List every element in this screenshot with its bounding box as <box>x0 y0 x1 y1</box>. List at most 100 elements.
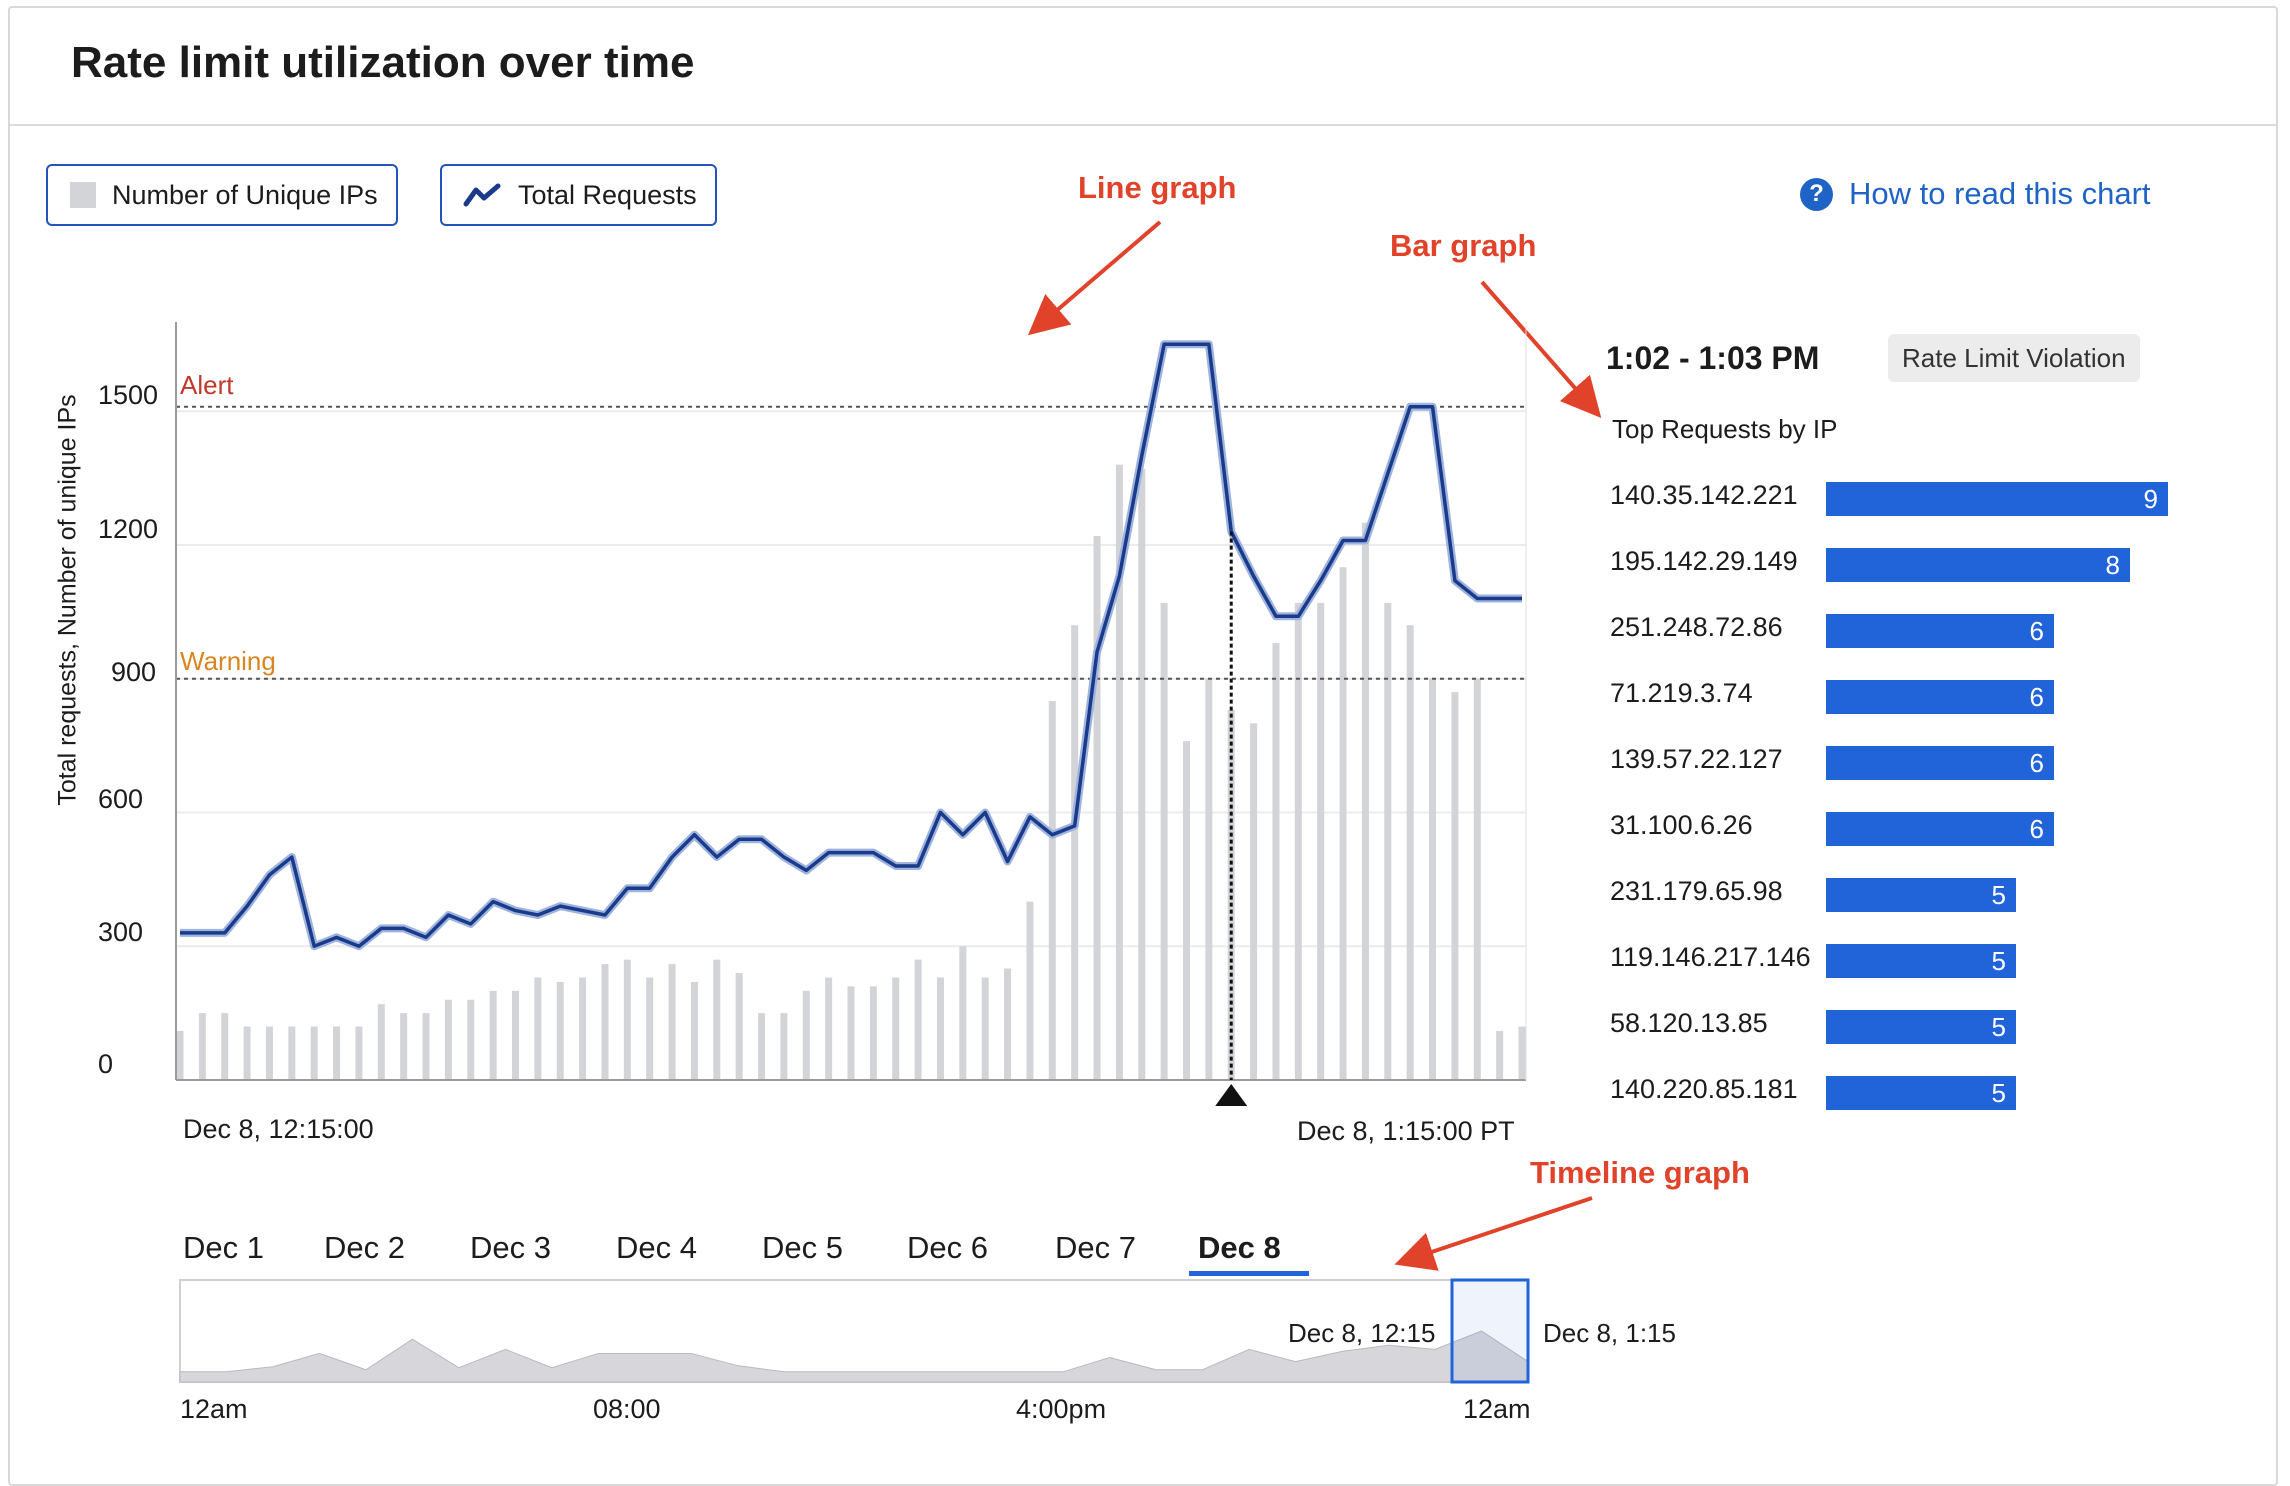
unique-ips-bar <box>713 960 720 1080</box>
ip-address-label: 251.248.72.86 <box>1610 612 1783 643</box>
unique-ips-bar <box>445 1000 452 1080</box>
unique-ips-bar <box>177 1031 184 1080</box>
unique-ips-bar <box>1183 741 1190 1080</box>
alert-threshold-label: Alert <box>180 370 233 401</box>
ip-address-label: 31.100.6.26 <box>1610 810 1753 841</box>
unique-ips-bar <box>1071 625 1078 1080</box>
ip-request-count-bar: 6 <box>1826 746 2054 780</box>
y-tick-label: 0 <box>98 1049 113 1080</box>
day-tab[interactable]: Dec 6 <box>907 1230 988 1266</box>
unique-ips-bar <box>423 1013 430 1080</box>
unique-ips-bar <box>624 960 631 1080</box>
ip-address-label: 195.142.29.149 <box>1610 546 1798 577</box>
ip-address-label: 119.146.217.146 <box>1610 942 1811 973</box>
unique-ips-bar <box>1295 603 1302 1080</box>
rate-limit-violation-badge: Rate Limit Violation <box>1888 334 2140 382</box>
warning-threshold-label: Warning <box>180 646 276 677</box>
unique-ips-bar <box>311 1026 318 1080</box>
unique-ips-bar <box>1496 1031 1503 1080</box>
timeline-selection-end-label: Dec 8, 1:15 <box>1543 1318 1676 1349</box>
day-tab[interactable]: Dec 8 <box>1198 1230 1281 1266</box>
unique-ips-bar <box>400 1013 407 1080</box>
unique-ips-bar <box>803 991 810 1080</box>
unique-ips-bar <box>825 977 832 1080</box>
unique-ips-bar <box>1317 603 1324 1080</box>
unique-ips-bar <box>1429 679 1436 1080</box>
unique-ips-bar <box>266 1026 273 1080</box>
bar-graph-arrow <box>1482 282 1596 412</box>
unique-ips-bar <box>1205 679 1212 1080</box>
timeline-x-label: 12am <box>1463 1394 1531 1425</box>
unique-ips-bar <box>1138 469 1145 1080</box>
unique-ips-bar <box>1026 902 1033 1080</box>
unique-ips-bar <box>892 977 899 1080</box>
timeline-selection-start-label: Dec 8, 12:15 <box>1288 1318 1435 1349</box>
unique-ips-bar <box>1161 603 1168 1080</box>
ip-request-count-bar: 5 <box>1826 878 2016 912</box>
x-end-label: Dec 8, 1:15:00 PT <box>1297 1116 1515 1147</box>
ip-address-label: 140.220.85.181 <box>1610 1074 1798 1105</box>
unique-ips-bar <box>1049 701 1056 1080</box>
unique-ips-bar <box>490 991 497 1080</box>
unique-ips-bar <box>870 986 877 1080</box>
unique-ips-bar <box>959 946 966 1080</box>
active-tab-indicator <box>1189 1271 1309 1276</box>
unique-ips-bar <box>199 1013 206 1080</box>
ip-request-count-bar: 6 <box>1826 680 2054 714</box>
unique-ips-bar <box>780 1013 787 1080</box>
timeline-x-label: 08:00 <box>593 1394 661 1425</box>
y-tick-label: 1200 <box>98 514 158 545</box>
unique-ips-bar <box>1094 536 1101 1080</box>
unique-ips-bar <box>512 991 519 1080</box>
timeline-selection-window[interactable] <box>1452 1280 1528 1382</box>
y-tick-label: 900 <box>111 657 156 688</box>
top-requests-title: Top Requests by IP <box>1612 414 1837 445</box>
day-tab[interactable]: Dec 1 <box>183 1230 264 1266</box>
unique-ips-bar <box>355 1026 362 1080</box>
unique-ips-bar <box>378 1004 385 1080</box>
unique-ips-bar <box>736 973 743 1080</box>
ip-address-label: 231.179.65.98 <box>1610 876 1783 907</box>
unique-ips-bars <box>177 465 1526 1080</box>
day-tab[interactable]: Dec 5 <box>762 1230 843 1266</box>
unique-ips-bar <box>937 977 944 1080</box>
unique-ips-bar <box>333 1026 340 1080</box>
timeline-x-label: 12am <box>180 1394 248 1425</box>
unique-ips-bar <box>1474 679 1481 1080</box>
unique-ips-bar <box>1384 603 1391 1080</box>
ip-request-count-bar: 6 <box>1826 812 2054 846</box>
unique-ips-bar <box>691 982 698 1080</box>
unique-ips-bar <box>1004 969 1011 1080</box>
unique-ips-bar <box>915 960 922 1080</box>
day-tab[interactable]: Dec 3 <box>470 1230 551 1266</box>
ip-request-count-bar: 6 <box>1826 614 2054 648</box>
cursor-handle-icon <box>1215 1084 1247 1106</box>
ip-request-count-bar: 5 <box>1826 944 2016 978</box>
unique-ips-bar <box>646 977 653 1080</box>
unique-ips-bar <box>669 964 676 1080</box>
day-tab[interactable]: Dec 2 <box>324 1230 405 1266</box>
y-tick-label: 300 <box>98 917 143 948</box>
ip-address-label: 140.35.142.221 <box>1610 480 1798 511</box>
unique-ips-bar <box>601 964 608 1080</box>
timeline-graph-arrow <box>1402 1198 1592 1262</box>
line-graph-arrow <box>1034 222 1160 330</box>
unique-ips-bar <box>579 977 586 1080</box>
ip-address-label: 58.120.13.85 <box>1610 1008 1768 1039</box>
unique-ips-bar <box>221 1013 228 1080</box>
ip-request-count-bar: 5 <box>1826 1076 2016 1110</box>
unique-ips-bar <box>848 986 855 1080</box>
unique-ips-bar <box>1362 523 1369 1080</box>
unique-ips-bar <box>1407 625 1414 1080</box>
unique-ips-bar <box>1250 723 1257 1080</box>
y-tick-label: 1500 <box>98 380 158 411</box>
unique-ips-bar <box>982 977 989 1080</box>
timeline-x-label: 4:00pm <box>1016 1394 1106 1425</box>
day-tab[interactable]: Dec 4 <box>616 1230 697 1266</box>
unique-ips-bar <box>534 977 541 1080</box>
selected-time-range: 1:02 - 1:03 PM <box>1606 340 1819 377</box>
y-axis-label: Total requests, Number of unique IPs <box>54 394 83 805</box>
ip-address-label: 71.219.3.74 <box>1610 678 1753 709</box>
unique-ips-bar <box>288 1026 295 1080</box>
day-tab[interactable]: Dec 7 <box>1055 1230 1136 1266</box>
